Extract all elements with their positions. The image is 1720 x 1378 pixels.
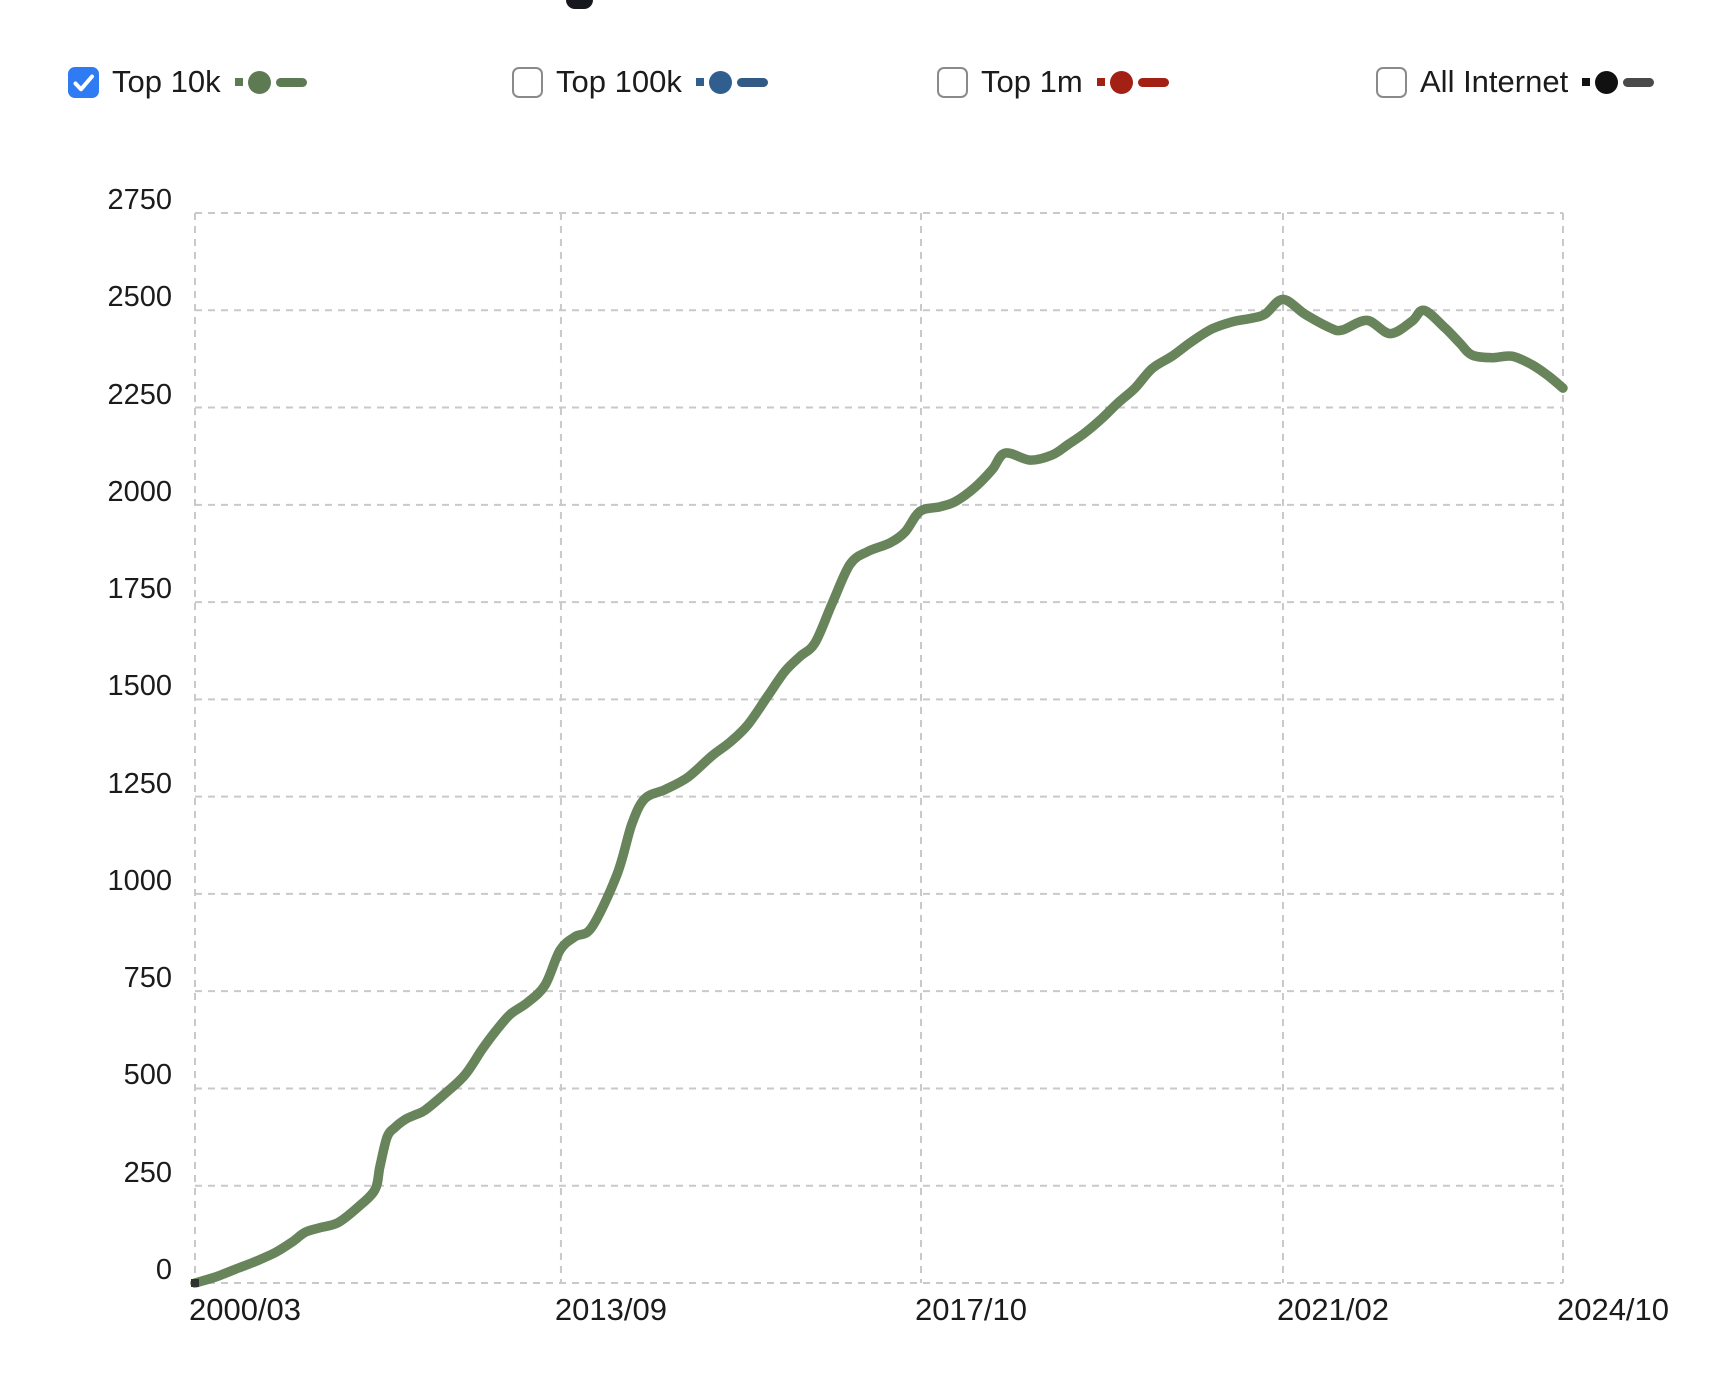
- y-axis-tick-label: 500: [123, 1059, 172, 1092]
- legend-label: Top 100k: [556, 64, 682, 99]
- x-axis-tick-label: 2013/09: [554, 1292, 667, 1327]
- y-axis-tick-label: 250: [123, 1156, 172, 1189]
- x-axis-tick-label: 2024/10: [1556, 1292, 1670, 1327]
- marker-square-icon: [1582, 78, 1591, 86]
- legend-item-top-1m[interactable]: Top 1m: [937, 60, 1169, 104]
- y-axis-tick-label: 1500: [107, 670, 172, 703]
- marker-circle-icon: [1109, 70, 1133, 94]
- y-axis-tick-label: 1750: [107, 573, 172, 606]
- legend-item-all-internet[interactable]: All Internet: [1376, 60, 1655, 104]
- x-axis-tick-label: 2000/03: [188, 1292, 302, 1327]
- legend-label: Top 1m: [981, 64, 1083, 99]
- series-marker-icon: [1096, 70, 1169, 94]
- marker-square-icon: [234, 78, 243, 86]
- clipped-title-fragment: [566, 0, 593, 9]
- y-axis-tick-label: 2250: [107, 378, 172, 411]
- y-axis-tick-label: 1250: [107, 767, 172, 800]
- legend-label: Top 10k: [112, 64, 221, 99]
- checkmark-icon: [73, 74, 94, 91]
- series-marker-icon: [695, 70, 768, 94]
- y-axis-tick-label: 2000: [107, 475, 172, 508]
- y-axis-tick-label: 0: [155, 1254, 172, 1286]
- y-axis-tick-label: 2500: [107, 281, 172, 314]
- marker-line-icon: [736, 77, 768, 87]
- legend-item-top-10k[interactable]: Top 10k: [68, 60, 307, 104]
- checkbox-top-100k[interactable]: [512, 66, 543, 98]
- series-start-marker: [191, 1279, 199, 1287]
- checkbox-top-1m[interactable]: [937, 66, 968, 98]
- legend: Top 10k Top 100k Top 1m All Internet: [0, 60, 1720, 104]
- marker-line-icon: [275, 77, 307, 87]
- y-axis-tick-label: 2750: [107, 184, 172, 216]
- marker-circle-icon: [1595, 70, 1619, 94]
- marker-circle-icon: [247, 70, 271, 94]
- checkbox-all-internet[interactable]: [1376, 66, 1407, 98]
- series-line-top-10k: [190, 294, 1568, 1288]
- series-marker-icon: [234, 70, 307, 94]
- checkbox-top-10k[interactable]: [68, 66, 99, 98]
- marker-line-icon: [1137, 77, 1169, 87]
- legend-item-top-100k[interactable]: Top 100k: [512, 60, 768, 104]
- x-axis-tick-label: 2021/02: [1276, 1292, 1389, 1327]
- marker-square-icon: [1096, 78, 1105, 86]
- legend-label: All Internet: [1420, 64, 1569, 99]
- marker-circle-icon: [708, 70, 732, 94]
- y-axis-tick-label: 750: [123, 962, 172, 995]
- marker-line-icon: [1623, 77, 1655, 87]
- marker-square-icon: [695, 78, 704, 86]
- y-axis-tick-label: 1000: [107, 864, 172, 897]
- series-marker-icon: [1582, 70, 1655, 94]
- x-axis-tick-label: 2017/10: [914, 1292, 1028, 1327]
